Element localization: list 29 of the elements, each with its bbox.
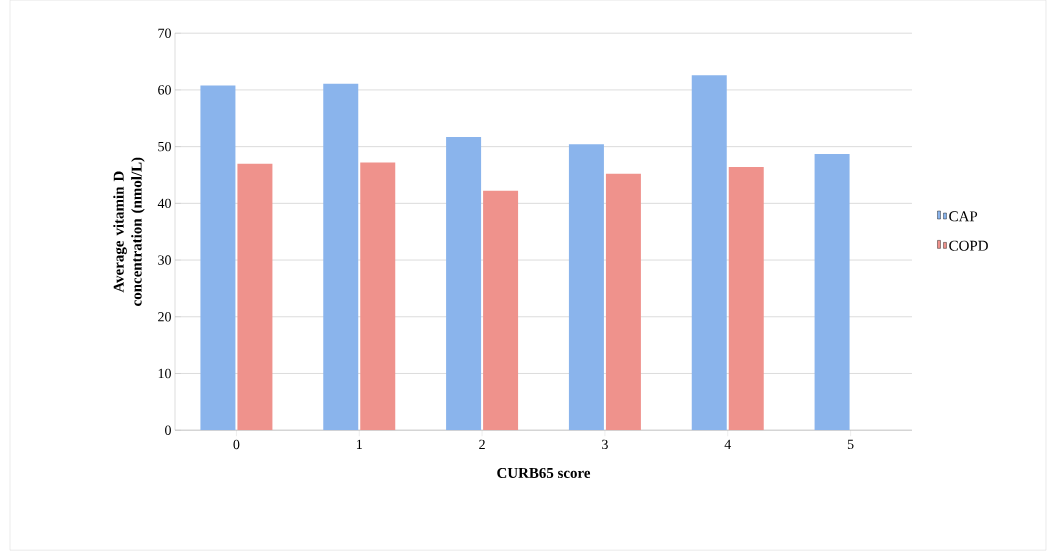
legend-label: CAP [949,211,978,222]
y-tick-label: 0 [165,425,171,435]
x-tick-label: 0 [233,439,240,450]
bar [483,190,519,431]
x-tick-label: 3 [602,439,608,449]
bar [360,162,396,431]
bar [200,85,236,431]
x-tick-label: 4 [724,439,732,449]
bar [568,144,604,431]
bar [323,83,359,431]
bar [728,166,764,431]
y-axis-title: Average vitamin D concentration (nmol/L) [113,157,145,306]
bar [446,136,482,431]
y-tick-label: 30 [158,255,171,265]
bar [605,173,641,431]
bar [814,153,850,431]
legend-label: COPD [949,240,988,251]
y-tick-label: 60 [158,85,171,95]
x-tick-label: 2 [479,439,485,449]
bar [691,75,727,431]
y-tick-label: 20 [158,311,171,322]
y-tick-label: 70 [158,28,171,38]
y-tick-label: 40 [157,198,171,208]
x-tick-label: 1 [356,439,362,449]
bar [237,163,273,431]
y-tick-label: 50 [158,141,171,152]
x-axis-title: CURB65 score [497,467,591,478]
x-tick-label: 5 [847,439,854,449]
y-tick-label: 10 [158,368,171,379]
